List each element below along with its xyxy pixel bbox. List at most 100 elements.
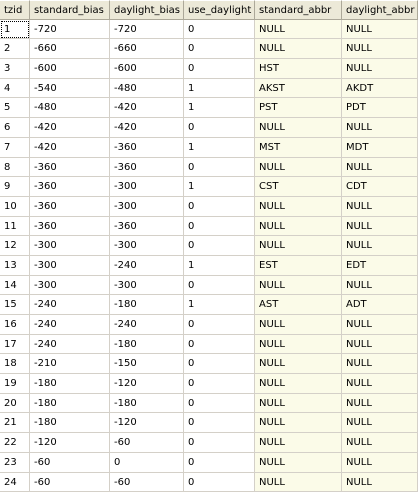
cell-standard-abbr[interactable]: NULL xyxy=(255,276,342,296)
cell-standard-bias[interactable]: -360 xyxy=(30,158,110,178)
cell-standard-abbr[interactable]: NULL xyxy=(255,354,342,374)
cell-use-daylight[interactable]: 0 xyxy=(184,453,255,473)
cell-daylight-abbr[interactable]: NULL xyxy=(342,236,418,256)
column-header-daylight-abbr[interactable]: daylight_abbr xyxy=(342,0,418,20)
column-header-use-daylight[interactable]: use_daylight xyxy=(184,0,255,20)
cell-standard-abbr[interactable]: NULL xyxy=(255,217,342,237)
cell-use-daylight[interactable]: 0 xyxy=(184,473,255,492)
cell-daylight-abbr[interactable]: EDT xyxy=(342,256,418,276)
cell-standard-abbr[interactable]: AST xyxy=(255,295,342,315)
cell-daylight-abbr[interactable]: NULL xyxy=(342,158,418,178)
cell-standard-abbr[interactable]: NULL xyxy=(255,197,342,217)
cell-standard-bias[interactable]: -240 xyxy=(30,295,110,315)
cell-use-daylight[interactable]: 0 xyxy=(184,20,255,40)
cell-tzid[interactable]: 20 xyxy=(0,394,30,414)
cell-standard-abbr[interactable]: NULL xyxy=(255,118,342,138)
cell-daylight-bias[interactable]: -240 xyxy=(110,256,184,276)
cell-tzid[interactable]: 14 xyxy=(0,276,30,296)
column-header-tzid[interactable]: tzid xyxy=(0,0,30,20)
cell-daylight-bias[interactable]: -600 xyxy=(110,59,184,79)
cell-standard-bias[interactable]: -180 xyxy=(30,394,110,414)
cell-use-daylight[interactable]: 0 xyxy=(184,335,255,355)
cell-standard-abbr[interactable]: NULL xyxy=(255,158,342,178)
cell-standard-bias[interactable]: -180 xyxy=(30,374,110,394)
cell-standard-bias[interactable]: -600 xyxy=(30,59,110,79)
cell-tzid[interactable]: 16 xyxy=(0,315,30,335)
cell-use-daylight[interactable]: 1 xyxy=(184,98,255,118)
cell-use-daylight[interactable]: 0 xyxy=(184,158,255,178)
cell-use-daylight[interactable]: 0 xyxy=(184,39,255,59)
cell-standard-bias[interactable]: -360 xyxy=(30,217,110,237)
cell-use-daylight[interactable]: 0 xyxy=(184,59,255,79)
cell-daylight-bias[interactable]: -180 xyxy=(110,295,184,315)
cell-use-daylight[interactable]: 0 xyxy=(184,394,255,414)
cell-daylight-abbr[interactable]: AKDT xyxy=(342,79,418,99)
cell-daylight-bias[interactable]: -480 xyxy=(110,79,184,99)
cell-standard-abbr[interactable]: NULL xyxy=(255,335,342,355)
cell-tzid[interactable]: 22 xyxy=(0,433,30,453)
cell-tzid[interactable]: 21 xyxy=(0,413,30,433)
cell-standard-abbr[interactable]: NULL xyxy=(255,473,342,492)
cell-daylight-abbr[interactable]: NULL xyxy=(342,20,418,40)
cell-daylight-bias[interactable]: -60 xyxy=(110,433,184,453)
cell-standard-bias[interactable]: -240 xyxy=(30,335,110,355)
cell-daylight-abbr[interactable]: NULL xyxy=(342,39,418,59)
cell-daylight-bias[interactable]: -300 xyxy=(110,236,184,256)
cell-tzid[interactable]: 23 xyxy=(0,453,30,473)
cell-standard-bias[interactable]: -300 xyxy=(30,236,110,256)
cell-tzid[interactable]: 17 xyxy=(0,335,30,355)
column-header-standard-abbr[interactable]: standard_abbr xyxy=(255,0,342,20)
cell-daylight-abbr[interactable]: NULL xyxy=(342,118,418,138)
cell-daylight-bias[interactable]: -360 xyxy=(110,217,184,237)
results-grid[interactable]: tzid standard_bias daylight_bias use_day… xyxy=(0,0,418,474)
cell-daylight-abbr[interactable]: NULL xyxy=(342,473,418,492)
cell-use-daylight[interactable]: 0 xyxy=(184,118,255,138)
cell-daylight-bias[interactable]: -420 xyxy=(110,98,184,118)
cell-standard-bias[interactable]: -300 xyxy=(30,256,110,276)
cell-standard-abbr[interactable]: NULL xyxy=(255,453,342,473)
cell-use-daylight[interactable]: 0 xyxy=(184,354,255,374)
cell-standard-bias[interactable]: -360 xyxy=(30,177,110,197)
cell-daylight-abbr[interactable]: NULL xyxy=(342,453,418,473)
cell-use-daylight[interactable]: 1 xyxy=(184,138,255,158)
cell-standard-bias[interactable]: -720 xyxy=(30,20,110,40)
cell-use-daylight[interactable]: 1 xyxy=(184,295,255,315)
cell-daylight-abbr[interactable]: NULL xyxy=(342,217,418,237)
cell-daylight-bias[interactable]: -300 xyxy=(110,197,184,217)
cell-daylight-bias[interactable]: -360 xyxy=(110,138,184,158)
cell-tzid[interactable]: 4 xyxy=(0,79,30,99)
cell-daylight-bias[interactable]: -360 xyxy=(110,158,184,178)
cell-use-daylight[interactable]: 0 xyxy=(184,433,255,453)
cell-use-daylight[interactable]: 0 xyxy=(184,374,255,394)
cell-tzid[interactable]: 24 xyxy=(0,473,30,492)
cell-daylight-abbr[interactable]: NULL xyxy=(342,59,418,79)
cell-daylight-abbr[interactable]: NULL xyxy=(342,374,418,394)
cell-daylight-abbr[interactable]: NULL xyxy=(342,335,418,355)
cell-use-daylight[interactable]: 1 xyxy=(184,256,255,276)
cell-standard-bias[interactable]: -210 xyxy=(30,354,110,374)
cell-standard-bias[interactable]: -120 xyxy=(30,433,110,453)
cell-use-daylight[interactable]: 0 xyxy=(184,315,255,335)
cell-standard-abbr[interactable]: NULL xyxy=(255,433,342,453)
cell-standard-abbr[interactable]: CST xyxy=(255,177,342,197)
cell-standard-abbr[interactable]: NULL xyxy=(255,315,342,335)
cell-daylight-bias[interactable]: -120 xyxy=(110,374,184,394)
cell-daylight-abbr[interactable]: MDT xyxy=(342,138,418,158)
cell-daylight-abbr[interactable]: PDT xyxy=(342,98,418,118)
